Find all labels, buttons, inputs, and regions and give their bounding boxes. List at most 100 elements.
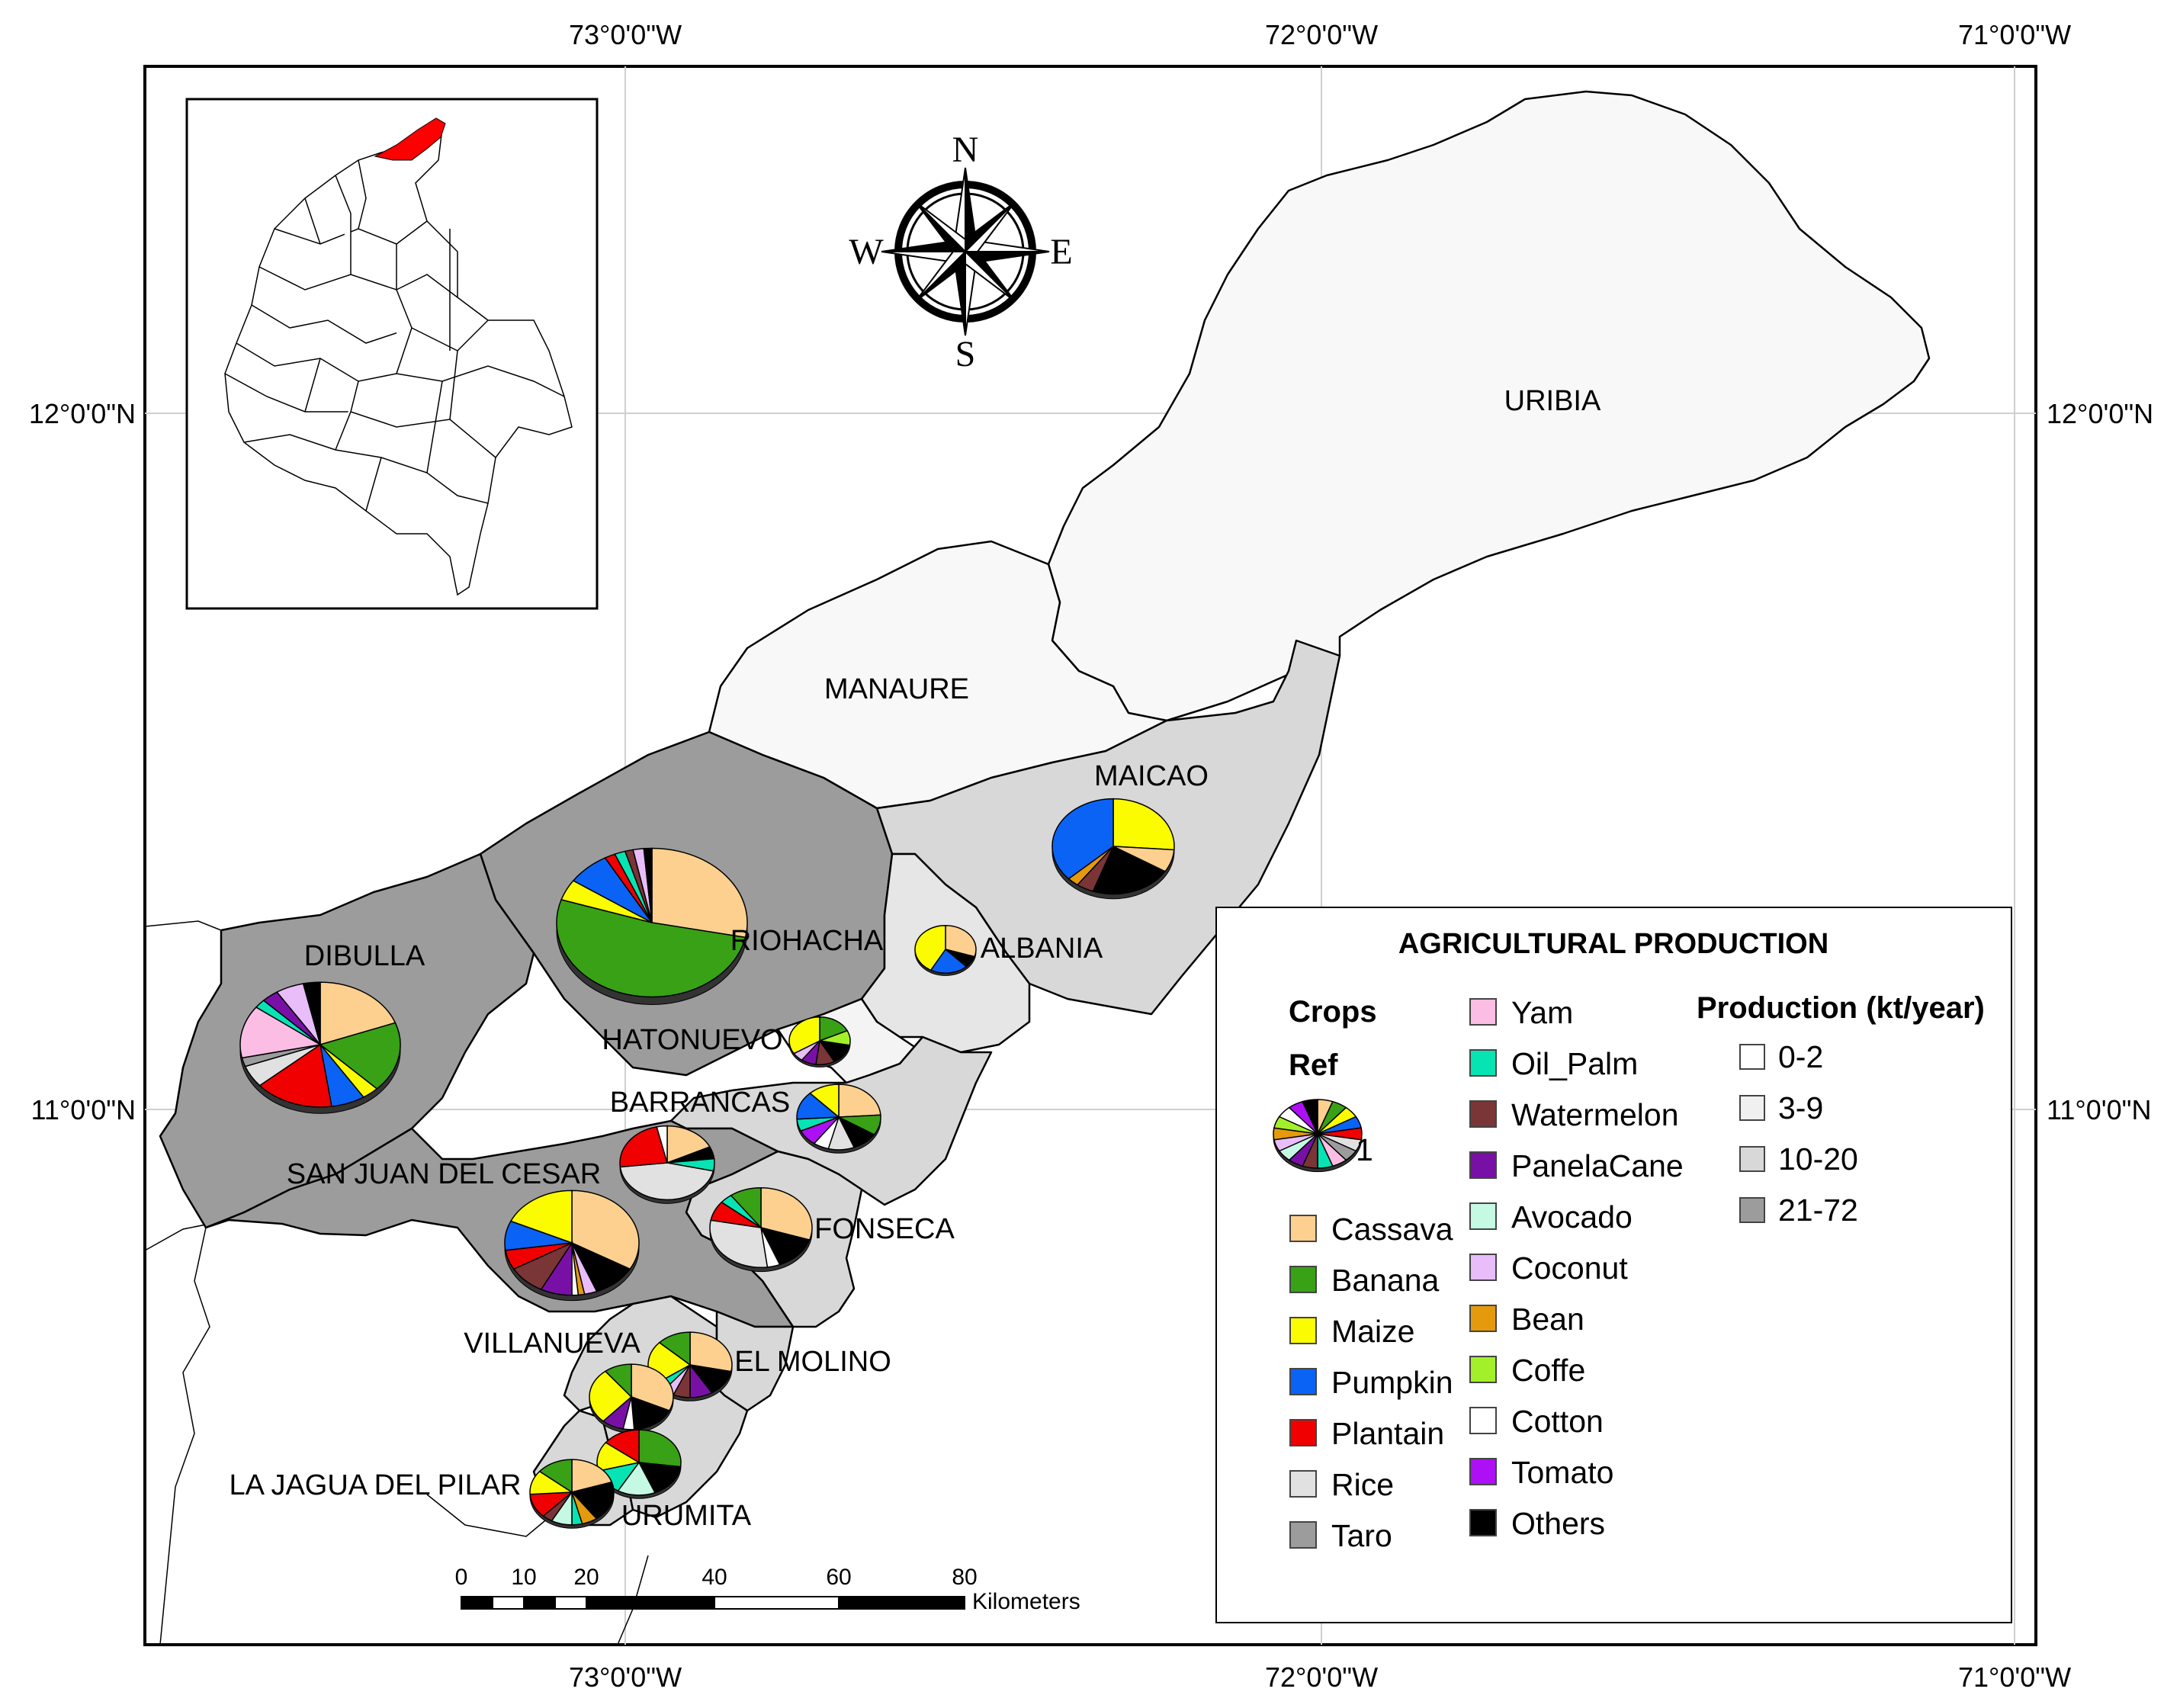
pie-slice-maize <box>788 1016 820 1055</box>
legend-swatch <box>1469 1202 1497 1230</box>
compass-rose: N S E W <box>849 130 1072 374</box>
pie-slice-avocado <box>617 1461 657 1496</box>
pie-slice-others <box>643 847 653 923</box>
pie-slice-others <box>759 1226 811 1266</box>
pie-slice-cassava <box>631 1363 674 1411</box>
pie-slice-maize <box>589 1370 633 1422</box>
legend-swatch <box>1289 1419 1317 1446</box>
legend-production-classes: 0-2 3-9 10-20 21-72 <box>1739 1039 1858 1228</box>
legend-crop-label: Coconut <box>1511 1250 1628 1286</box>
municipality-label: MANAURE <box>824 673 969 705</box>
pie-slice-plantain <box>258 1043 332 1108</box>
longitude-labels-top: 73°0'0"W 72°0'0"W 71°0'0"W <box>569 19 2071 50</box>
pie-slice-pumpkin <box>929 948 968 974</box>
pie-slice-maize <box>509 1190 573 1244</box>
pie-slice-banana <box>556 898 746 998</box>
legend-swatch <box>1289 1521 1317 1549</box>
legend-class-swatch <box>1739 1146 1765 1172</box>
legend-swatch <box>1289 1266 1317 1293</box>
pie-slice-plantain <box>605 1429 640 1464</box>
legend-crop-label: Maize <box>1331 1314 1414 1349</box>
scale-tick-label: 10 <box>511 1565 536 1590</box>
legend-ref-number: 1 <box>1356 1132 1373 1167</box>
pie-albania <box>914 925 977 976</box>
legend-class-label: 0-2 <box>1778 1039 1823 1074</box>
legend-class-swatch <box>1739 1095 1765 1121</box>
latitude-label: 11°0'0"N <box>2047 1094 2151 1125</box>
municipality-label: BARRANCAS <box>610 1087 791 1119</box>
legend-swatch <box>1469 1407 1497 1434</box>
pie-slice-rice <box>709 1219 769 1268</box>
municipality-label: LA JAGUA DEL PILAR <box>230 1469 522 1501</box>
longitude-label: 73°0'0"W <box>569 1661 682 1693</box>
legend: AGRICULTURAL PRODUCTION Crops Ref Produc… <box>1215 907 2012 1623</box>
legend-crop-label: Watermelon <box>1511 1097 1679 1132</box>
longitude-labels-bottom: 73°0'0"W 72°0'0"W 71°0'0"W <box>569 1661 2071 1693</box>
legend-swatch <box>1289 1215 1317 1242</box>
scale-bar: 0 10 20 40 60 80 Kilometers <box>455 1565 1080 1614</box>
legend-swatch <box>1469 1049 1497 1077</box>
legend-swatch <box>1469 1305 1497 1332</box>
pie-slice-banana <box>538 1459 573 1494</box>
pie-san-juan-del-cesar <box>504 1190 640 1302</box>
pie-slice-maize <box>809 1084 840 1119</box>
legend-crop-label: Pumpkin <box>1331 1365 1453 1400</box>
pie-barrancas <box>796 1084 881 1154</box>
municipality-label: DIBULLA <box>304 940 425 972</box>
legend-crop-label: Tomato <box>1511 1455 1613 1490</box>
longitude-label: 73°0'0"W <box>569 19 682 50</box>
pie-slice-cassava <box>571 1190 640 1270</box>
scale-unit-label: Kilometers <box>972 1589 1080 1614</box>
legend-crop-label: Others <box>1511 1506 1605 1541</box>
pie-slice-cassava <box>945 925 977 958</box>
municipality-label: SAN JUAN DEL CESAR <box>287 1158 601 1190</box>
pie-slice-banana <box>730 1186 762 1229</box>
legend-crop-label: Avocado <box>1511 1199 1633 1234</box>
legend-swatch <box>1289 1470 1317 1498</box>
latitude-labels-left: 12°0'0"N 11°0'0"N <box>29 398 136 1125</box>
longitude-label: 72°0'0"W <box>1265 19 1378 50</box>
compass-south: S <box>955 334 976 374</box>
pie-slice-rice <box>619 1162 714 1201</box>
pie-slice-cassava <box>760 1186 813 1241</box>
scale-tick-label: 80 <box>952 1565 977 1590</box>
municipality-label: VILLANUEVA <box>464 1328 641 1360</box>
municipality-label: HATONUEVO <box>602 1024 782 1056</box>
legend-swatch <box>1289 1368 1317 1395</box>
compass-west: W <box>849 232 884 272</box>
pie-villanueva-south <box>589 1363 674 1434</box>
pie-slice-cassava <box>319 981 397 1045</box>
pie-slice-others <box>637 1462 682 1494</box>
legend-frame <box>1215 907 2012 1623</box>
legend-class-label: 3-9 <box>1778 1090 1823 1125</box>
compass-east: E <box>1050 232 1072 272</box>
pie-slice-others <box>302 981 321 1045</box>
longitude-label: 71°0'0"W <box>1958 1661 2071 1693</box>
latitude-label: 11°0'0"N <box>31 1094 136 1125</box>
legend-crop-label: Coffe <box>1511 1353 1585 1388</box>
legend-crop-label: Cassava <box>1331 1212 1453 1247</box>
pie-slice-maize <box>914 925 946 971</box>
pie-slice-pumpkin <box>1051 798 1114 880</box>
legend-crop-label: Plantain <box>1331 1416 1444 1451</box>
legend-title: AGRICULTURAL PRODUCTION <box>1398 928 1828 960</box>
legend-swatch <box>1469 1254 1497 1281</box>
pie-slice-cotton <box>656 1125 668 1164</box>
municipality-label: URUMITA <box>621 1500 752 1532</box>
legend-crop-label: Taro <box>1331 1518 1392 1553</box>
longitude-label: 72°0'0"W <box>1265 1661 1378 1693</box>
latitude-label: 12°0'0"N <box>29 398 136 429</box>
pie-urumita <box>596 1429 682 1499</box>
compass-north: N <box>952 130 979 170</box>
pie-dibulla <box>239 981 401 1114</box>
scale-tick-label: 40 <box>702 1565 727 1590</box>
legend-swatch <box>1289 1317 1317 1344</box>
pie-slice-banana <box>658 1331 691 1366</box>
pie-slice-cassava <box>651 847 748 939</box>
municipality-labels: URIBIA MANAURE MAICAO RIOHACHA ALBANIA D… <box>230 385 1601 1532</box>
pie-riohacha <box>556 847 748 1005</box>
pie-slice-cassava <box>689 1331 733 1372</box>
inset-colombia-outline <box>224 127 573 596</box>
latitude-label: 12°0'0"N <box>2047 398 2153 429</box>
legend-ref-pie <box>1273 1099 1363 1173</box>
